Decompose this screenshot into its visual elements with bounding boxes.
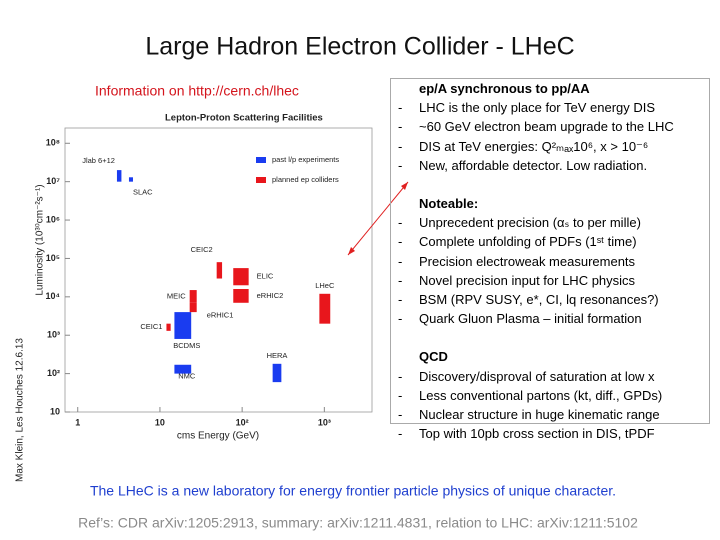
link: Information on http://cern.ch/lhec (95, 83, 299, 99)
y-tick-label: 10⁴ (46, 291, 60, 301)
facility-box (174, 364, 192, 374)
note-heading: QCD (419, 349, 448, 365)
note-item: BSM (RPV SUSY, e*, CI, lq resonances?) (391, 290, 709, 309)
x-axis-label: cms Energy (GeV) (177, 431, 259, 442)
facility-label: NMC (178, 372, 196, 381)
note-item: Less conventional partons (kt, diff., GP… (391, 386, 709, 405)
facility-label: SLAC (133, 187, 153, 196)
tagline: The LHeC is a new laboratory for energy … (90, 483, 616, 499)
facility-box (216, 262, 223, 279)
x-tick-label: 10 (155, 417, 165, 427)
facility-label: Jlab 6+12 (82, 156, 115, 165)
facility-box (189, 302, 197, 313)
facility-box (233, 288, 249, 303)
references: Ref’s: CDR arXiv:1205:2913, summary: arX… (78, 515, 638, 531)
y-axis-label: Luminosity (10³⁰cm⁻²s⁻¹) (35, 184, 46, 295)
y-tick-label: 10³ (47, 330, 60, 340)
facility-box (233, 268, 249, 286)
y-tick-label: 10⁵ (46, 253, 60, 263)
note-item: Discovery/disproval of saturation at low… (391, 367, 709, 386)
text-box: ep/A synchronous to pp/AA LHC is the only… (390, 78, 710, 444)
side-note: Max Klein, Les Houches 12.6.13 (15, 338, 26, 482)
note-item: LHC is the only place for TeV energy DIS (391, 98, 709, 117)
note-item: Unprecedent precision (αₛ to per mille) (391, 213, 709, 232)
note-item: DIS at TeV energies: Q²ₘₐₓ10⁶, x > 10⁻⁶ (391, 137, 709, 156)
facility-box (189, 290, 197, 303)
note-item: ~60 GeV electron beam upgrade to the LHC (391, 117, 709, 136)
chart-title: Lepton-Proton Scattering Facilities (165, 113, 323, 124)
facility-label: ELIC (257, 272, 274, 281)
facility-label: LHeC (315, 281, 335, 290)
y-tick-label: 10⁸ (46, 138, 60, 148)
arrow-head (348, 247, 355, 255)
note-item: Nuclear structure in huge kinematic rang… (391, 405, 709, 424)
x-tick-label: 10² (236, 417, 249, 427)
legend-label: past l/p experiments (272, 155, 339, 164)
note-item: Top with 10pb cross section in DIS, tPDF (391, 424, 709, 443)
facility-box (272, 363, 282, 383)
facility-box (166, 323, 171, 331)
facility-label: HERA (267, 351, 288, 360)
legend-label: planned ep colliders (272, 175, 339, 184)
facility-box (116, 170, 122, 182)
note-item: New, affordable detector. Low radiation. (391, 156, 709, 175)
note-section: QCD Discovery/disproval of saturation at … (391, 347, 709, 443)
note-heading: Noteable: (419, 196, 479, 212)
facility-label: MEIC (167, 291, 186, 300)
y-tick-label: 10⁶ (46, 214, 60, 224)
note-item: Precision electroweak measurements (391, 252, 709, 271)
note-item: Quark Gluon Plasma – initial formation (391, 309, 709, 328)
facility-box (128, 177, 133, 182)
arrow (347, 181, 409, 256)
facility-box (319, 293, 331, 324)
x-tick-label: 10³ (318, 417, 331, 427)
note-section: Noteable:Unprecedent precision (αₛ to pe… (391, 194, 709, 329)
facility-label: CEIC1 (140, 322, 162, 331)
facility-label: eRHIC2 (257, 291, 284, 300)
facility-box (174, 312, 192, 339)
note-section: ep/A synchronous to pp/AA LHC is the only… (391, 79, 709, 175)
facility-label: CEIC2 (191, 245, 213, 254)
x-tick-label: 1 (75, 417, 80, 427)
y-tick-label: 10⁷ (46, 176, 60, 186)
plot-frame (64, 127, 373, 413)
facility-label: BCDMS (173, 341, 200, 350)
legend-swatch (256, 177, 266, 183)
slide-title: Large Hadron Electron Collider - LHeC (145, 33, 574, 61)
note-item: Complete unfolding of PDFs (1ˢᵗ time) (391, 232, 709, 251)
note-heading: ep/A synchronous to pp/AA (419, 81, 590, 96)
legend-swatch (256, 157, 266, 163)
y-tick-label: 10 (50, 406, 60, 416)
arrow-head (401, 182, 408, 190)
facility-label: eRHIC1 (207, 310, 234, 319)
note-item: Novel precision input for LHC physics (391, 271, 709, 290)
y-tick-label: 10² (47, 368, 60, 378)
